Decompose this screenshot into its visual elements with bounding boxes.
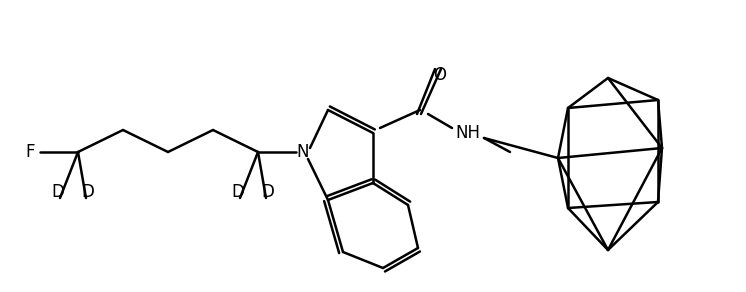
Text: D: D <box>81 183 95 201</box>
Text: D: D <box>262 183 275 201</box>
Text: F: F <box>25 143 35 161</box>
Text: NH: NH <box>456 124 480 142</box>
Text: D: D <box>231 183 245 201</box>
Text: N: N <box>297 143 310 161</box>
Text: D: D <box>51 183 64 201</box>
Text: O: O <box>433 66 447 84</box>
